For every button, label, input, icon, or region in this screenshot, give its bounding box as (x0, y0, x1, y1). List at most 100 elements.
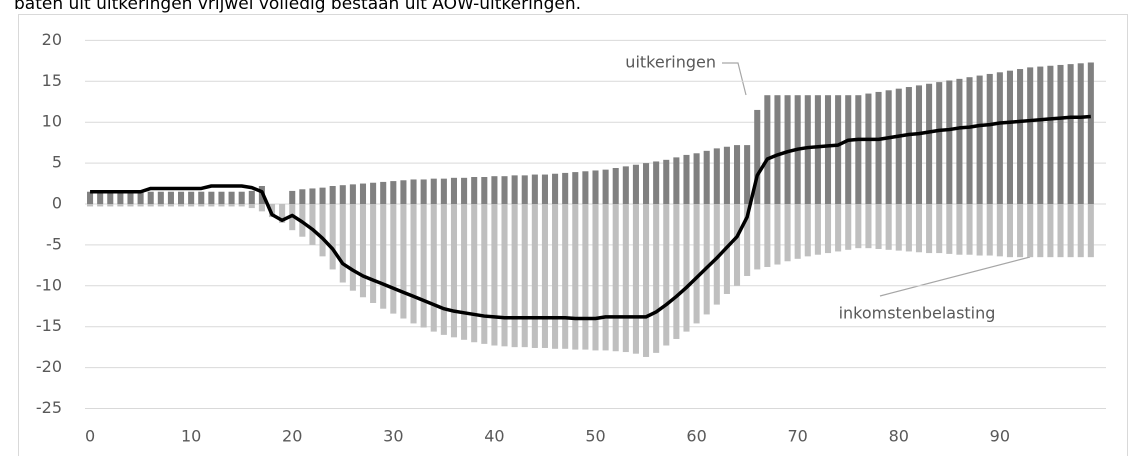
bar (966, 77, 973, 204)
bar (915, 204, 923, 253)
bar (693, 153, 700, 204)
bar (643, 204, 650, 357)
bar (885, 204, 892, 250)
bar (824, 204, 832, 254)
bar (1047, 204, 1054, 258)
bar (339, 185, 346, 204)
bar (976, 75, 983, 204)
bar (380, 204, 387, 309)
bar (1006, 70, 1013, 204)
bar (501, 204, 508, 347)
bar (794, 204, 801, 259)
bar (1047, 65, 1054, 205)
bar (1017, 69, 1024, 204)
bar (1017, 204, 1024, 258)
bar (339, 204, 346, 283)
bar (885, 90, 892, 204)
bar (107, 204, 114, 207)
bar (370, 204, 377, 303)
bar (309, 204, 316, 245)
bar (299, 189, 306, 204)
bar (774, 95, 781, 204)
bar (552, 204, 559, 349)
bar (562, 172, 569, 204)
bar (865, 93, 872, 204)
bar (966, 204, 973, 255)
bar (461, 204, 468, 340)
bar (481, 177, 488, 204)
bar (774, 204, 781, 265)
bar (713, 148, 720, 204)
bar (653, 161, 660, 204)
bar (430, 204, 437, 332)
bar (814, 204, 821, 255)
bar (531, 174, 538, 204)
y-tick-label: 15 (42, 71, 62, 90)
bar (602, 204, 609, 351)
bar (521, 204, 528, 348)
x-tick-label: 70 (787, 427, 807, 446)
bar (198, 191, 205, 204)
bar (127, 191, 134, 204)
bar (117, 204, 124, 207)
bar (349, 204, 356, 291)
bar (531, 204, 538, 348)
bar (956, 78, 963, 204)
bar (511, 204, 518, 348)
bar (784, 204, 791, 262)
bar (602, 169, 609, 204)
bar (996, 72, 1003, 204)
bar (986, 204, 993, 256)
bar (733, 145, 741, 204)
bar (400, 180, 407, 204)
bar (1067, 204, 1074, 258)
bar (430, 178, 437, 204)
bar (895, 88, 902, 204)
bar (390, 204, 397, 314)
annotation: uitkeringen (625, 53, 716, 72)
bar (491, 204, 498, 346)
bar (582, 171, 589, 204)
bar (319, 204, 326, 257)
bar (835, 204, 842, 252)
bar (552, 173, 559, 204)
bar (612, 204, 619, 352)
bar (572, 204, 579, 350)
annotation: inkomstenbelasting (839, 304, 996, 323)
bar (996, 204, 1003, 257)
bar (1087, 204, 1094, 258)
bar (764, 204, 771, 267)
bar (359, 183, 367, 204)
bar (319, 187, 326, 204)
x-tick-label: 90 (990, 427, 1010, 446)
bar (703, 204, 710, 315)
bar (1037, 204, 1044, 258)
bar (541, 174, 548, 204)
bar (157, 191, 164, 204)
bar (440, 178, 447, 204)
bar (87, 191, 94, 204)
caption: baten uit uitkeringen vrijwel volledig b… (14, 0, 581, 14)
x-tick-label: 10 (181, 427, 201, 446)
bar (218, 191, 225, 204)
bar (804, 204, 811, 257)
bar (663, 204, 670, 346)
bar (450, 204, 458, 338)
bar (936, 82, 943, 204)
y-tick-label: -15 (36, 316, 62, 335)
bar (107, 191, 114, 204)
bar (663, 159, 670, 204)
bar (754, 204, 761, 270)
bar (410, 204, 417, 324)
bar (986, 73, 993, 204)
bar (673, 204, 680, 339)
bar (440, 204, 447, 335)
bar (481, 204, 488, 344)
leader-line (722, 62, 747, 96)
x-tick-label: 20 (282, 427, 302, 446)
bar (1027, 67, 1034, 204)
bar (188, 191, 195, 204)
bar (208, 204, 215, 207)
bar (420, 179, 427, 204)
